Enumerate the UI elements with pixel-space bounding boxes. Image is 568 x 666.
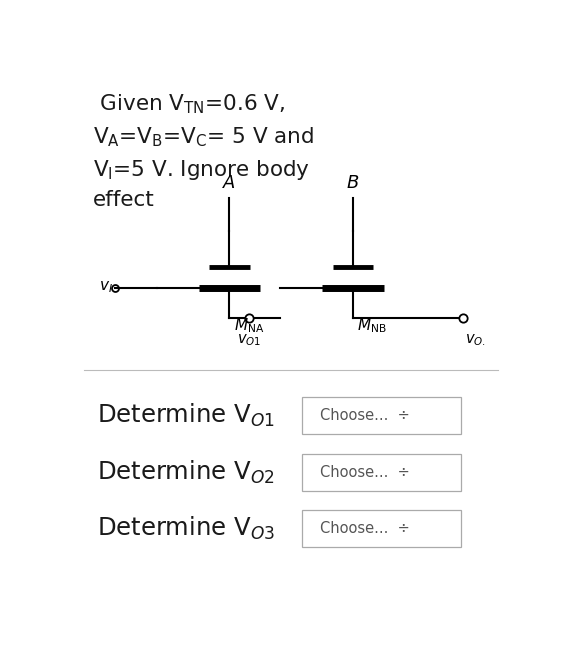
Text: $v_{O.}$: $v_{O.}$ [465, 333, 486, 348]
Text: $v_{O1}$: $v_{O1}$ [237, 333, 261, 348]
Text: Determine V$_{O1}$: Determine V$_{O1}$ [98, 402, 275, 430]
Text: Determine V$_{O3}$: Determine V$_{O3}$ [98, 515, 275, 542]
FancyBboxPatch shape [302, 510, 461, 547]
Text: Given V$_{{\rm TN}}$=0.6 V,
V$_{{\rm A}}$=V$_{{\rm B}}$=V$_{{\rm C}}$= 5 V and
V: Given V$_{{\rm TN}}$=0.6 V, V$_{{\rm A}}… [93, 93, 314, 210]
FancyBboxPatch shape [302, 398, 461, 434]
Text: Choose...  ÷: Choose... ÷ [320, 408, 410, 424]
Text: Determine V$_{O2}$: Determine V$_{O2}$ [98, 459, 275, 486]
Text: $M_{\rm NA}$: $M_{\rm NA}$ [234, 316, 264, 334]
Text: $A$: $A$ [223, 174, 236, 192]
Text: Choose...  ÷: Choose... ÷ [320, 465, 410, 480]
Text: $v_I$: $v_I$ [99, 280, 113, 296]
Text: $M_{\rm NB}$: $M_{\rm NB}$ [357, 316, 387, 334]
Text: $B$: $B$ [346, 174, 360, 192]
Text: Choose...  ÷: Choose... ÷ [320, 521, 410, 536]
FancyBboxPatch shape [302, 454, 461, 491]
